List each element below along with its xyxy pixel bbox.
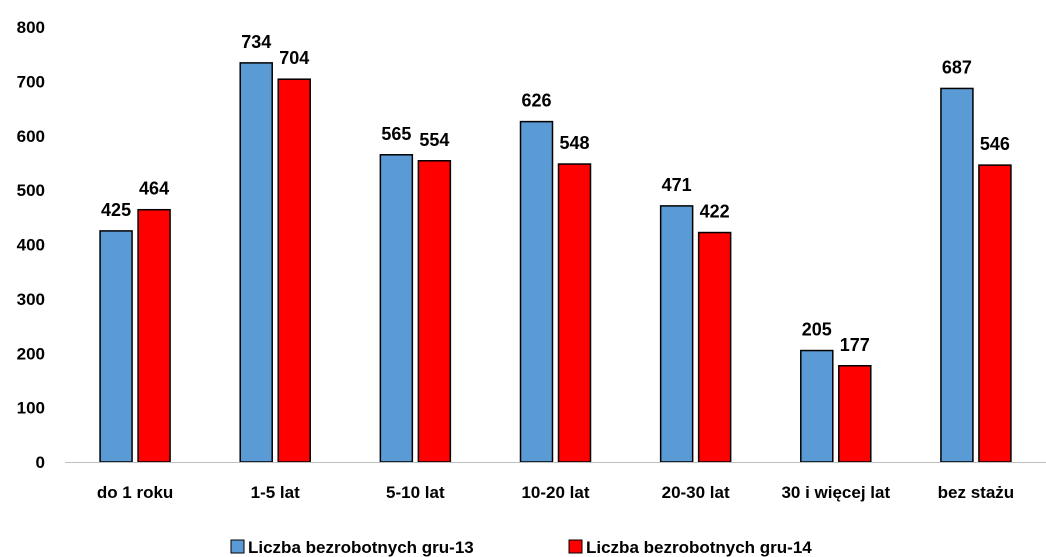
- bar-gru-14: [978, 164, 1012, 463]
- bar-gru-14: [417, 160, 452, 463]
- x-axis: do 1 roku 1-5 lat 5-10 lat 10-20 lat 20-30 l…: [97, 483, 1014, 502]
- data-label: 734: [241, 32, 271, 52]
- data-label: 546: [980, 134, 1010, 154]
- y-axis: 0 100 200 300 400 500 600 700 800: [17, 18, 45, 472]
- bar-gru-13: [239, 62, 273, 463]
- y-tick-label: 0: [36, 453, 45, 472]
- data-label: 704: [279, 48, 309, 68]
- bar-gru-13: [379, 154, 414, 463]
- legend: Liczba bezrobotnych gru-13 Liczba bezrobo…: [230, 538, 812, 557]
- legend-swatch: [230, 539, 245, 554]
- y-tick-label: 800: [17, 18, 45, 37]
- bar-gru-13: [519, 120, 554, 463]
- bar-gru-13: [659, 205, 694, 463]
- data-label: 548: [559, 133, 589, 153]
- bar-gru-14: [697, 231, 732, 463]
- bar-gru-13: [940, 87, 974, 463]
- y-tick-label: 400: [17, 236, 45, 255]
- legend-label: Liczba bezrobotnych gru-13: [248, 538, 474, 557]
- legend-label: Liczba bezrobotnych gru-14: [586, 538, 812, 557]
- bar-gru-13: [99, 230, 133, 463]
- data-labels: 425 464 734 704 565 554 626 548 471 422 205 177 687 5…: [101, 32, 1010, 355]
- legend-swatch: [568, 539, 583, 554]
- x-tick-label: 20-30 lat: [662, 483, 730, 502]
- bars: [99, 62, 1012, 463]
- data-label: 687: [942, 57, 972, 77]
- data-label: 464: [139, 179, 169, 199]
- y-tick-label: 700: [17, 72, 45, 91]
- bar-gru-13: [800, 349, 834, 463]
- data-label: 205: [802, 320, 832, 340]
- bar-gru-14: [137, 208, 171, 463]
- y-tick-label: 200: [17, 344, 45, 363]
- y-tick-label: 300: [17, 290, 45, 309]
- bar-gru-14: [838, 365, 872, 463]
- y-tick-label: 600: [17, 127, 45, 146]
- data-label: 425: [101, 200, 131, 220]
- y-tick-label: 500: [17, 181, 45, 200]
- y-tick-label: 100: [17, 399, 45, 418]
- data-label: 626: [521, 91, 551, 111]
- data-label: 177: [840, 335, 870, 355]
- data-label: 554: [419, 130, 449, 150]
- x-tick-label: 5-10 lat: [386, 483, 445, 502]
- x-tick-label: do 1 roku: [97, 483, 174, 502]
- data-label: 422: [700, 202, 730, 222]
- x-tick-label: 30 i więcej lat: [781, 483, 890, 502]
- data-label: 471: [662, 175, 692, 195]
- x-tick-label: bez stażu: [938, 483, 1015, 502]
- bar-gru-14: [557, 163, 592, 463]
- x-tick-label: 10-20 lat: [521, 483, 589, 502]
- bar-gru-14: [277, 78, 311, 463]
- x-tick-label: 1-5 lat: [251, 483, 300, 502]
- data-label: 565: [381, 124, 411, 144]
